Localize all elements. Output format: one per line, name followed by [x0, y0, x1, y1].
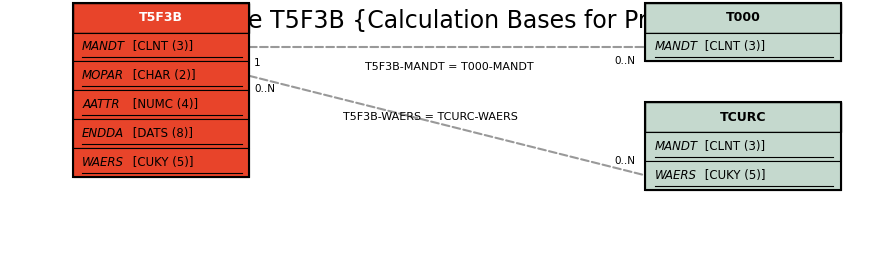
Text: MOPAR: MOPAR: [82, 69, 124, 82]
Text: 0..N: 0..N: [614, 156, 635, 166]
Text: ENDDA: ENDDA: [82, 127, 124, 140]
Text: T5F3B: T5F3B: [139, 11, 183, 24]
Text: TCURC: TCURC: [719, 111, 766, 124]
Bar: [644, 161, 839, 190]
Text: MANDT: MANDT: [82, 40, 125, 53]
Bar: [73, 32, 248, 61]
Text: MANDT: MANDT: [654, 40, 697, 53]
Text: T000: T000: [724, 11, 759, 24]
Bar: [644, 102, 839, 132]
Text: [CLNT (3)]: [CLNT (3)]: [701, 140, 765, 153]
Text: SAP ABAP table T5F3B {Calculation Bases for Profit Sharing}: SAP ABAP table T5F3B {Calculation Bases …: [79, 9, 799, 33]
Text: [CLNT (3)]: [CLNT (3)]: [701, 40, 765, 53]
Text: [CUKY (5)]: [CUKY (5)]: [701, 169, 765, 182]
Text: MANDT: MANDT: [654, 140, 697, 153]
Bar: [73, 3, 248, 32]
Text: [NUMC (4)]: [NUMC (4)]: [129, 98, 198, 111]
Text: WAERS: WAERS: [82, 156, 124, 169]
Text: 0..N: 0..N: [254, 84, 275, 94]
Bar: [73, 148, 248, 177]
Text: T5F3B-MANDT = T000-MANDT: T5F3B-MANDT = T000-MANDT: [364, 62, 533, 72]
Text: 0..N: 0..N: [614, 57, 635, 66]
Bar: [73, 3, 248, 177]
Text: [CUKY (5)]: [CUKY (5)]: [129, 156, 193, 169]
Text: AATTR: AATTR: [82, 98, 119, 111]
Bar: [644, 132, 839, 161]
Bar: [73, 61, 248, 90]
Bar: [73, 119, 248, 148]
Text: T5F3B-WAERS = TCURC-WAERS: T5F3B-WAERS = TCURC-WAERS: [342, 112, 517, 122]
Text: [DATS (8)]: [DATS (8)]: [129, 127, 192, 140]
Bar: [644, 32, 839, 61]
Text: WAERS: WAERS: [654, 169, 696, 182]
Text: [CHAR (2)]: [CHAR (2)]: [129, 69, 195, 82]
Text: 1: 1: [254, 58, 260, 68]
Bar: [73, 90, 248, 119]
Bar: [644, 3, 839, 32]
Bar: [644, 102, 839, 190]
Bar: [644, 3, 839, 61]
Text: [CLNT (3)]: [CLNT (3)]: [129, 40, 192, 53]
